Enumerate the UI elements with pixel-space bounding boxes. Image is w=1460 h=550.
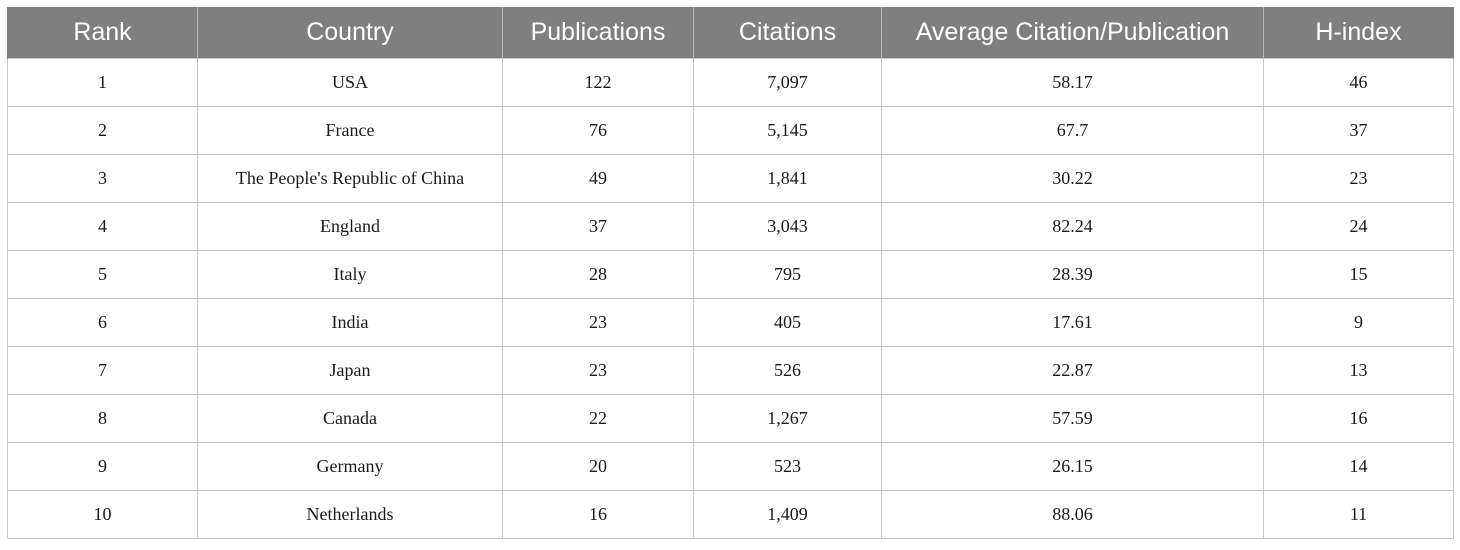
average-citation-cell: 67.7 <box>881 106 1264 155</box>
citations-cell: 7,097 <box>693 58 882 107</box>
publications-cell: 49 <box>502 154 694 203</box>
h-index-cell: 16 <box>1263 394 1454 443</box>
header-publications: Publications <box>502 7 694 59</box>
table-row: 3 The People's Republic of China 49 1,841 30… <box>7 154 1454 203</box>
h-index-cell: 11 <box>1263 490 1454 539</box>
country-cell: USA <box>197 58 503 107</box>
header-h-index: H-index <box>1263 7 1454 59</box>
country-publications-table-container: Rank Country Publications Citations Aver… <box>7 7 1454 539</box>
average-citation-cell: 82.24 <box>881 202 1264 251</box>
header-country: Country <box>197 7 503 59</box>
table-row: 2 France 76 5,145 67.7 37 <box>7 106 1454 155</box>
h-index-cell: 23 <box>1263 154 1454 203</box>
rank-cell: 1 <box>7 58 198 107</box>
h-index-cell: 9 <box>1263 298 1454 347</box>
publications-cell: 16 <box>502 490 694 539</box>
publications-cell: 22 <box>502 394 694 443</box>
rank-cell: 10 <box>7 490 198 539</box>
citations-cell: 526 <box>693 346 882 395</box>
average-citation-cell: 28.39 <box>881 250 1264 299</box>
rank-cell: 5 <box>7 250 198 299</box>
publications-cell: 28 <box>502 250 694 299</box>
average-citation-cell: 57.59 <box>881 394 1264 443</box>
citations-cell: 3,043 <box>693 202 882 251</box>
publications-cell: 122 <box>502 58 694 107</box>
country-cell: Italy <box>197 250 503 299</box>
average-citation-cell: 58.17 <box>881 58 1264 107</box>
table-row: 4 England 37 3,043 82.24 24 <box>7 202 1454 251</box>
table-row: 10 Netherlands 16 1,409 88.06 11 <box>7 490 1454 539</box>
h-index-cell: 46 <box>1263 58 1454 107</box>
header-citations: Citations <box>693 7 882 59</box>
citations-cell: 1,841 <box>693 154 882 203</box>
publications-cell: 20 <box>502 442 694 491</box>
rank-cell: 4 <box>7 202 198 251</box>
publications-cell: 23 <box>502 346 694 395</box>
country-cell: France <box>197 106 503 155</box>
table-row: 8 Canada 22 1,267 57.59 16 <box>7 394 1454 443</box>
h-index-cell: 37 <box>1263 106 1454 155</box>
average-citation-cell: 88.06 <box>881 490 1264 539</box>
country-cell: Canada <box>197 394 503 443</box>
rank-cell: 3 <box>7 154 198 203</box>
table-row: 1 USA 122 7,097 58.17 46 <box>7 58 1454 107</box>
rank-cell: 8 <box>7 394 198 443</box>
publications-cell: 23 <box>502 298 694 347</box>
country-cell: Netherlands <box>197 490 503 539</box>
table-header: Rank Country Publications Citations Aver… <box>7 7 1454 59</box>
header-rank: Rank <box>7 7 198 59</box>
rank-cell: 9 <box>7 442 198 491</box>
header-row: Rank Country Publications Citations Aver… <box>7 7 1454 59</box>
citations-cell: 523 <box>693 442 882 491</box>
table-row: 9 Germany 20 523 26.15 14 <box>7 442 1454 491</box>
rank-cell: 2 <box>7 106 198 155</box>
publications-cell: 37 <box>502 202 694 251</box>
publications-cell: 76 <box>502 106 694 155</box>
country-cell: India <box>197 298 503 347</box>
rank-cell: 6 <box>7 298 198 347</box>
h-index-cell: 13 <box>1263 346 1454 395</box>
citations-cell: 1,267 <box>693 394 882 443</box>
header-average-citation: Average Citation/Publication <box>881 7 1264 59</box>
country-publications-table: Rank Country Publications Citations Aver… <box>7 7 1454 539</box>
table-row: 7 Japan 23 526 22.87 13 <box>7 346 1454 395</box>
citations-cell: 1,409 <box>693 490 882 539</box>
citations-cell: 5,145 <box>693 106 882 155</box>
country-cell: The People's Republic of China <box>197 154 503 203</box>
h-index-cell: 24 <box>1263 202 1454 251</box>
country-cell: Germany <box>197 442 503 491</box>
table-row: 6 India 23 405 17.61 9 <box>7 298 1454 347</box>
table-body: 1 USA 122 7,097 58.17 46 2 France 76 5,145 67.7 37 3… <box>7 58 1454 539</box>
country-cell: England <box>197 202 503 251</box>
average-citation-cell: 30.22 <box>881 154 1264 203</box>
citations-cell: 405 <box>693 298 882 347</box>
h-index-cell: 15 <box>1263 250 1454 299</box>
average-citation-cell: 22.87 <box>881 346 1264 395</box>
country-cell: Japan <box>197 346 503 395</box>
table-row: 5 Italy 28 795 28.39 15 <box>7 250 1454 299</box>
average-citation-cell: 17.61 <box>881 298 1264 347</box>
h-index-cell: 14 <box>1263 442 1454 491</box>
citations-cell: 795 <box>693 250 882 299</box>
average-citation-cell: 26.15 <box>881 442 1264 491</box>
rank-cell: 7 <box>7 346 198 395</box>
